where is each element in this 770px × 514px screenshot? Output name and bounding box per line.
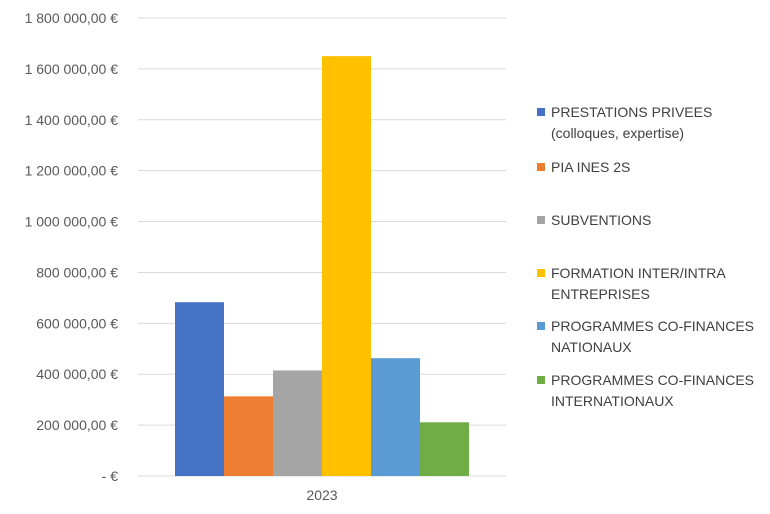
x-axis: 2023 — [306, 487, 337, 503]
y-tick-label: 600 000,00 € — [36, 315, 118, 331]
y-tick-label: 400 000,00 € — [36, 366, 118, 382]
y-axis-ticks: - € 200 000,00 € 400 000,00 € 600 000,00 € 8… — [25, 10, 119, 484]
legend-label: SUBVENTIONS — [551, 212, 652, 228]
y-tick-label: - € — [102, 468, 119, 484]
legend-item: FORMATION INTER/INTRA ENTREPRISES — [537, 263, 726, 305]
legend-item: SUBVENTIONS — [537, 210, 651, 231]
y-tick-label: 1 800 000,00 € — [25, 10, 119, 26]
y-tick-label: 1 600 000,00 € — [25, 61, 119, 77]
legend-label: FORMATION INTER/INTRA ENTREPRISES — [551, 265, 726, 302]
bar — [371, 358, 420, 476]
legend-label: PIA INES 2S — [551, 159, 631, 175]
bars — [175, 56, 469, 477]
x-tick-label: 2023 — [306, 487, 337, 503]
y-tick-label: 1 200 000,00 € — [25, 163, 119, 179]
bar — [175, 302, 224, 476]
legend-label: PROGRAMMES CO-FINANCES NATIONAUX — [551, 318, 755, 355]
legend-swatch — [537, 376, 545, 384]
legend-swatch — [537, 269, 545, 277]
bar — [273, 370, 322, 476]
legend-swatch — [537, 108, 545, 116]
y-tick-label: 1 400 000,00 € — [25, 112, 119, 128]
y-tick-label: 800 000,00 € — [36, 264, 118, 280]
legend-item: PRESTATIONS PRIVEES (colloques, expertis… — [537, 102, 712, 144]
y-tick-label: 1 000 000,00 € — [25, 214, 119, 230]
legend-item: PROGRAMMES CO-FINANCES INTERNATIONAUX — [537, 370, 754, 412]
legend-item: PROGRAMMES CO-FINANCES NATIONAUX — [537, 316, 754, 358]
legend-swatch — [537, 322, 545, 330]
legend-item: PIA INES 2S — [537, 157, 630, 178]
bar — [420, 422, 469, 476]
legend-swatch — [537, 216, 545, 224]
legend-label: PROGRAMMES CO-FINANCES INTERNATIONAUX — [551, 372, 755, 409]
bar — [322, 56, 371, 477]
y-tick-label: 200 000,00 € — [36, 417, 118, 433]
legend-label: PRESTATIONS PRIVEES (colloques, expertis… — [551, 104, 713, 141]
bar — [224, 396, 273, 476]
legend-swatch — [537, 163, 545, 171]
